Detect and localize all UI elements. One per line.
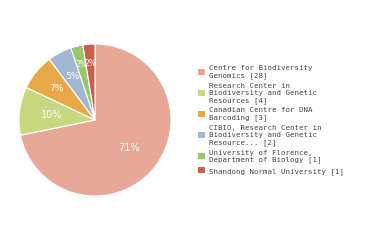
Wedge shape [83,44,95,120]
Wedge shape [21,44,171,196]
Wedge shape [49,48,95,120]
Text: 5%: 5% [65,72,79,81]
Legend: Centre for Biodiversity
Genomics [28], Research Center in
Biodiversity and Genet: Centre for Biodiversity Genomics [28], R… [198,65,345,175]
Text: 7%: 7% [49,84,64,93]
Text: 2%: 2% [84,59,97,68]
Text: 2%: 2% [75,60,87,69]
Wedge shape [26,59,95,120]
Wedge shape [71,45,95,120]
Text: 10%: 10% [41,110,62,120]
Wedge shape [19,87,95,135]
Text: 71%: 71% [119,143,140,153]
